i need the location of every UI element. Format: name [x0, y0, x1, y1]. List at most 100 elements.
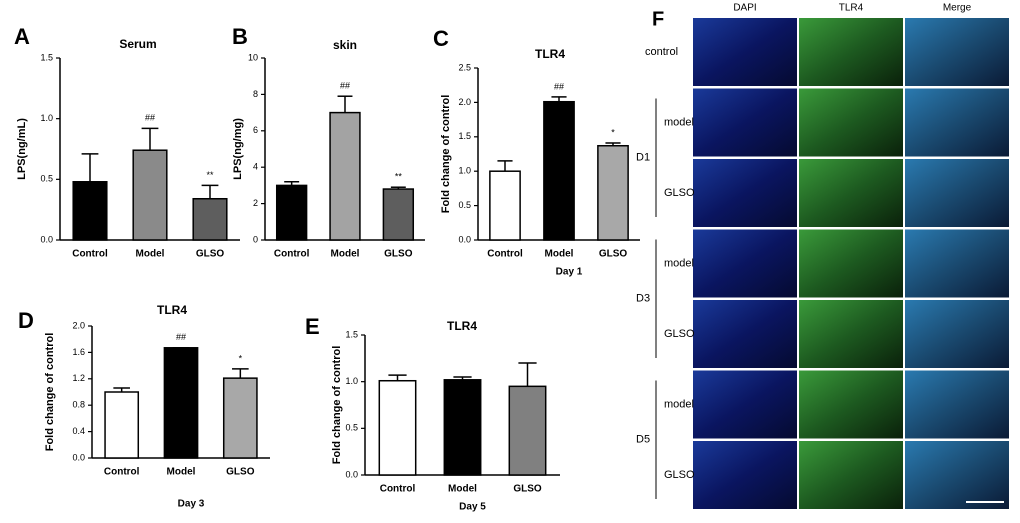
micrograph — [905, 18, 1009, 86]
y-axis-label: Fold change of control — [440, 95, 452, 214]
day-label: D3 — [636, 293, 650, 305]
annotation: ## — [554, 81, 564, 91]
bar — [104, 391, 140, 459]
day-label: D5 — [636, 434, 650, 446]
chart-title: TLR4 — [157, 303, 187, 317]
x-tick-label: GLSO — [513, 484, 542, 495]
bar — [378, 379, 417, 476]
micrograph — [693, 370, 797, 439]
bar — [192, 197, 228, 241]
bar — [72, 181, 108, 241]
micrograph — [693, 159, 797, 227]
micrograph — [799, 159, 903, 227]
x-tick-label: Model — [136, 249, 165, 260]
annotation: ** — [206, 170, 214, 180]
y-tick-label: 0.0 — [458, 234, 471, 244]
micrograph — [799, 370, 903, 439]
day-label: D1 — [636, 152, 650, 164]
bar — [508, 385, 547, 476]
row-label: GLSO — [664, 469, 695, 481]
row-label: model — [664, 116, 694, 128]
y-tick-label: 1.5 — [345, 329, 358, 339]
panel-letter: D — [18, 308, 34, 333]
micrograph — [799, 88, 903, 157]
annotation: ## — [176, 332, 186, 342]
x-axis-label: Day 1 — [556, 267, 583, 278]
y-axis-label: Fold change of control — [44, 333, 56, 452]
x-tick-label: Control — [487, 249, 523, 260]
micrograph — [905, 441, 1009, 509]
y-tick-label: 0.8 — [72, 400, 85, 410]
bar — [275, 184, 308, 241]
bar — [489, 170, 521, 241]
panel-letter: B — [232, 24, 248, 49]
annotation: ** — [395, 172, 403, 182]
micrograph — [693, 88, 797, 157]
bar — [132, 149, 168, 241]
y-tick-label: 0.0 — [345, 469, 358, 479]
annotation: ## — [340, 81, 350, 91]
column-header: Merge — [943, 3, 972, 14]
row-label: model — [664, 398, 694, 410]
x-tick-label: Model — [545, 249, 574, 260]
bar — [163, 347, 199, 459]
micrograph — [693, 229, 797, 298]
bar — [543, 100, 575, 241]
micrograph — [905, 370, 1009, 439]
y-tick-label: 2.5 — [458, 62, 471, 72]
micrograph — [799, 229, 903, 298]
panel-letter: A — [14, 24, 30, 49]
y-tick-label: 2.0 — [458, 97, 471, 107]
row-label: model — [664, 257, 694, 269]
annotation: ## — [145, 113, 155, 123]
x-tick-label: GLSO — [196, 249, 225, 260]
micrograph — [799, 300, 903, 368]
bar — [329, 111, 361, 241]
y-tick-label: 1.0 — [40, 113, 53, 123]
y-axis-label: LPS(ng/mL) — [16, 118, 28, 180]
bar — [443, 379, 482, 476]
micrograph — [693, 441, 797, 509]
x-tick-label: Model — [167, 467, 196, 478]
y-tick-label: 4 — [253, 162, 258, 172]
y-tick-label: 1.0 — [458, 166, 471, 176]
y-tick-label: 0.5 — [40, 174, 53, 184]
panel-letter: F — [652, 8, 664, 30]
x-tick-label: GLSO — [599, 249, 628, 260]
x-tick-label: GLSO — [384, 249, 413, 260]
y-tick-label: 0.5 — [458, 200, 471, 210]
y-tick-label: 1.0 — [345, 376, 358, 386]
y-tick-label: 0.0 — [72, 452, 85, 462]
micrograph — [905, 88, 1009, 157]
y-tick-label: 0.0 — [40, 234, 53, 244]
panel-letter: C — [433, 26, 449, 51]
y-tick-label: 10 — [248, 52, 258, 62]
y-tick-label: 1.5 — [40, 52, 53, 62]
x-tick-label: Control — [380, 484, 416, 495]
bar — [222, 377, 258, 459]
row-label: GLSO — [664, 187, 695, 199]
micrograph — [905, 159, 1009, 227]
y-tick-label: 8 — [253, 89, 258, 99]
x-tick-label: Model — [331, 249, 360, 260]
panel-letter: E — [305, 314, 320, 339]
y-tick-label: 1.6 — [72, 347, 85, 357]
annotation: * — [239, 353, 243, 363]
y-tick-label: 6 — [253, 125, 258, 135]
x-axis-label: Day 3 — [178, 499, 205, 510]
column-header: DAPI — [733, 3, 756, 14]
x-tick-label: Model — [448, 484, 477, 495]
y-axis-label: Fold change of control — [331, 346, 343, 465]
bar — [597, 144, 629, 241]
y-tick-label: 1.5 — [458, 131, 471, 141]
x-tick-label: GLSO — [226, 467, 255, 478]
x-tick-label: Control — [104, 467, 140, 478]
y-tick-label: 2 — [253, 198, 258, 208]
y-tick-label: 0 — [253, 234, 258, 244]
y-tick-label: 0.4 — [72, 426, 85, 436]
micrograph — [693, 18, 797, 86]
y-tick-label: 1.2 — [72, 373, 85, 383]
chart-title: TLR4 — [535, 47, 565, 61]
chart-title: Serum — [119, 37, 156, 51]
